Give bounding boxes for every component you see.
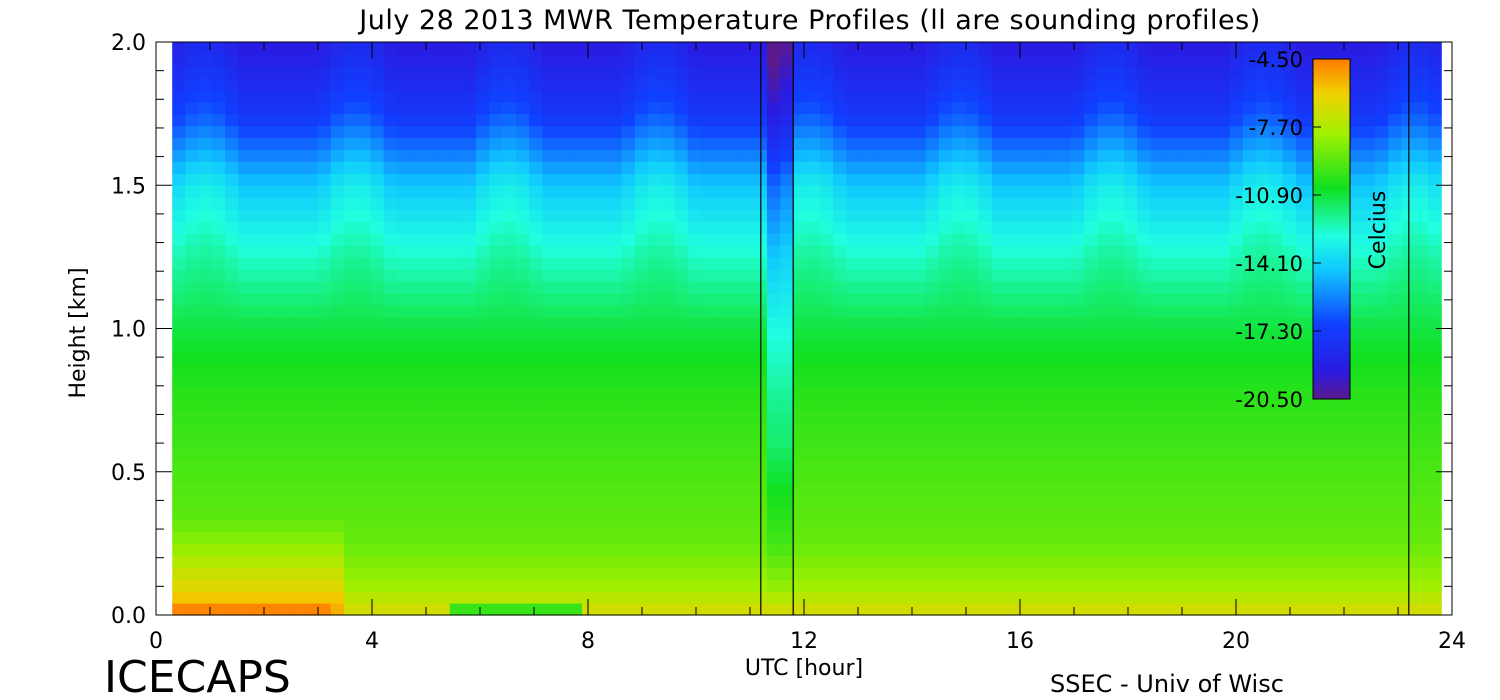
y-tick-label: 0.5 [111, 461, 146, 486]
colorbar-tick-label: -17.30 [1235, 320, 1303, 344]
chart-title: July 28 2013 MWR Temperature Profiles (l… [357, 5, 1260, 36]
x-tick-label: 0 [149, 629, 163, 654]
x-tick-label: 20 [1222, 629, 1250, 654]
x-tick-label: 8 [581, 629, 595, 654]
x-tick-label: 16 [1006, 629, 1034, 654]
x-tick-label: 4 [365, 629, 379, 654]
y-tick-label: 2.0 [111, 31, 146, 56]
colorbar-label: Celcius [1366, 191, 1391, 270]
sounding-lines [760, 42, 1410, 615]
colorbar-tick-label: -4.50 [1249, 48, 1303, 72]
y-tick-label: 1.0 [111, 318, 146, 343]
colorbar-tick-label: -10.90 [1235, 184, 1303, 208]
colorbar-gradient [1312, 58, 1351, 400]
y-axis: 0.0 0.5 1.0 1.5 2.0 [111, 31, 1452, 629]
colorbar-tick-label: -7.70 [1249, 116, 1303, 140]
colorbar: -4.50 -7.70 -10.90 -14.10 -17.30 -20.50 Celci… [1235, 48, 1391, 412]
y-tick-label: 0.0 [111, 604, 146, 629]
y-axis-label: Height [km] [66, 267, 91, 398]
x-tick-label: 24 [1438, 629, 1466, 654]
x-tick-label: 12 [790, 629, 818, 654]
x-axis-label: UTC [hour] [745, 656, 863, 681]
icecaps-logo-text: ICECAPS [104, 652, 291, 700]
colorbar-tick-label: -14.10 [1235, 252, 1303, 276]
y-tick-label: 1.5 [111, 174, 146, 199]
colorbar-ticks: -4.50 -7.70 -10.90 -14.10 -17.30 -20.50 [1235, 48, 1321, 412]
x-axis: 0 4 8 12 16 20 24 [149, 42, 1466, 654]
credit-text: SSEC - Univ of Wisc [1050, 670, 1284, 698]
colorbar-tick-label: -20.50 [1235, 388, 1303, 412]
